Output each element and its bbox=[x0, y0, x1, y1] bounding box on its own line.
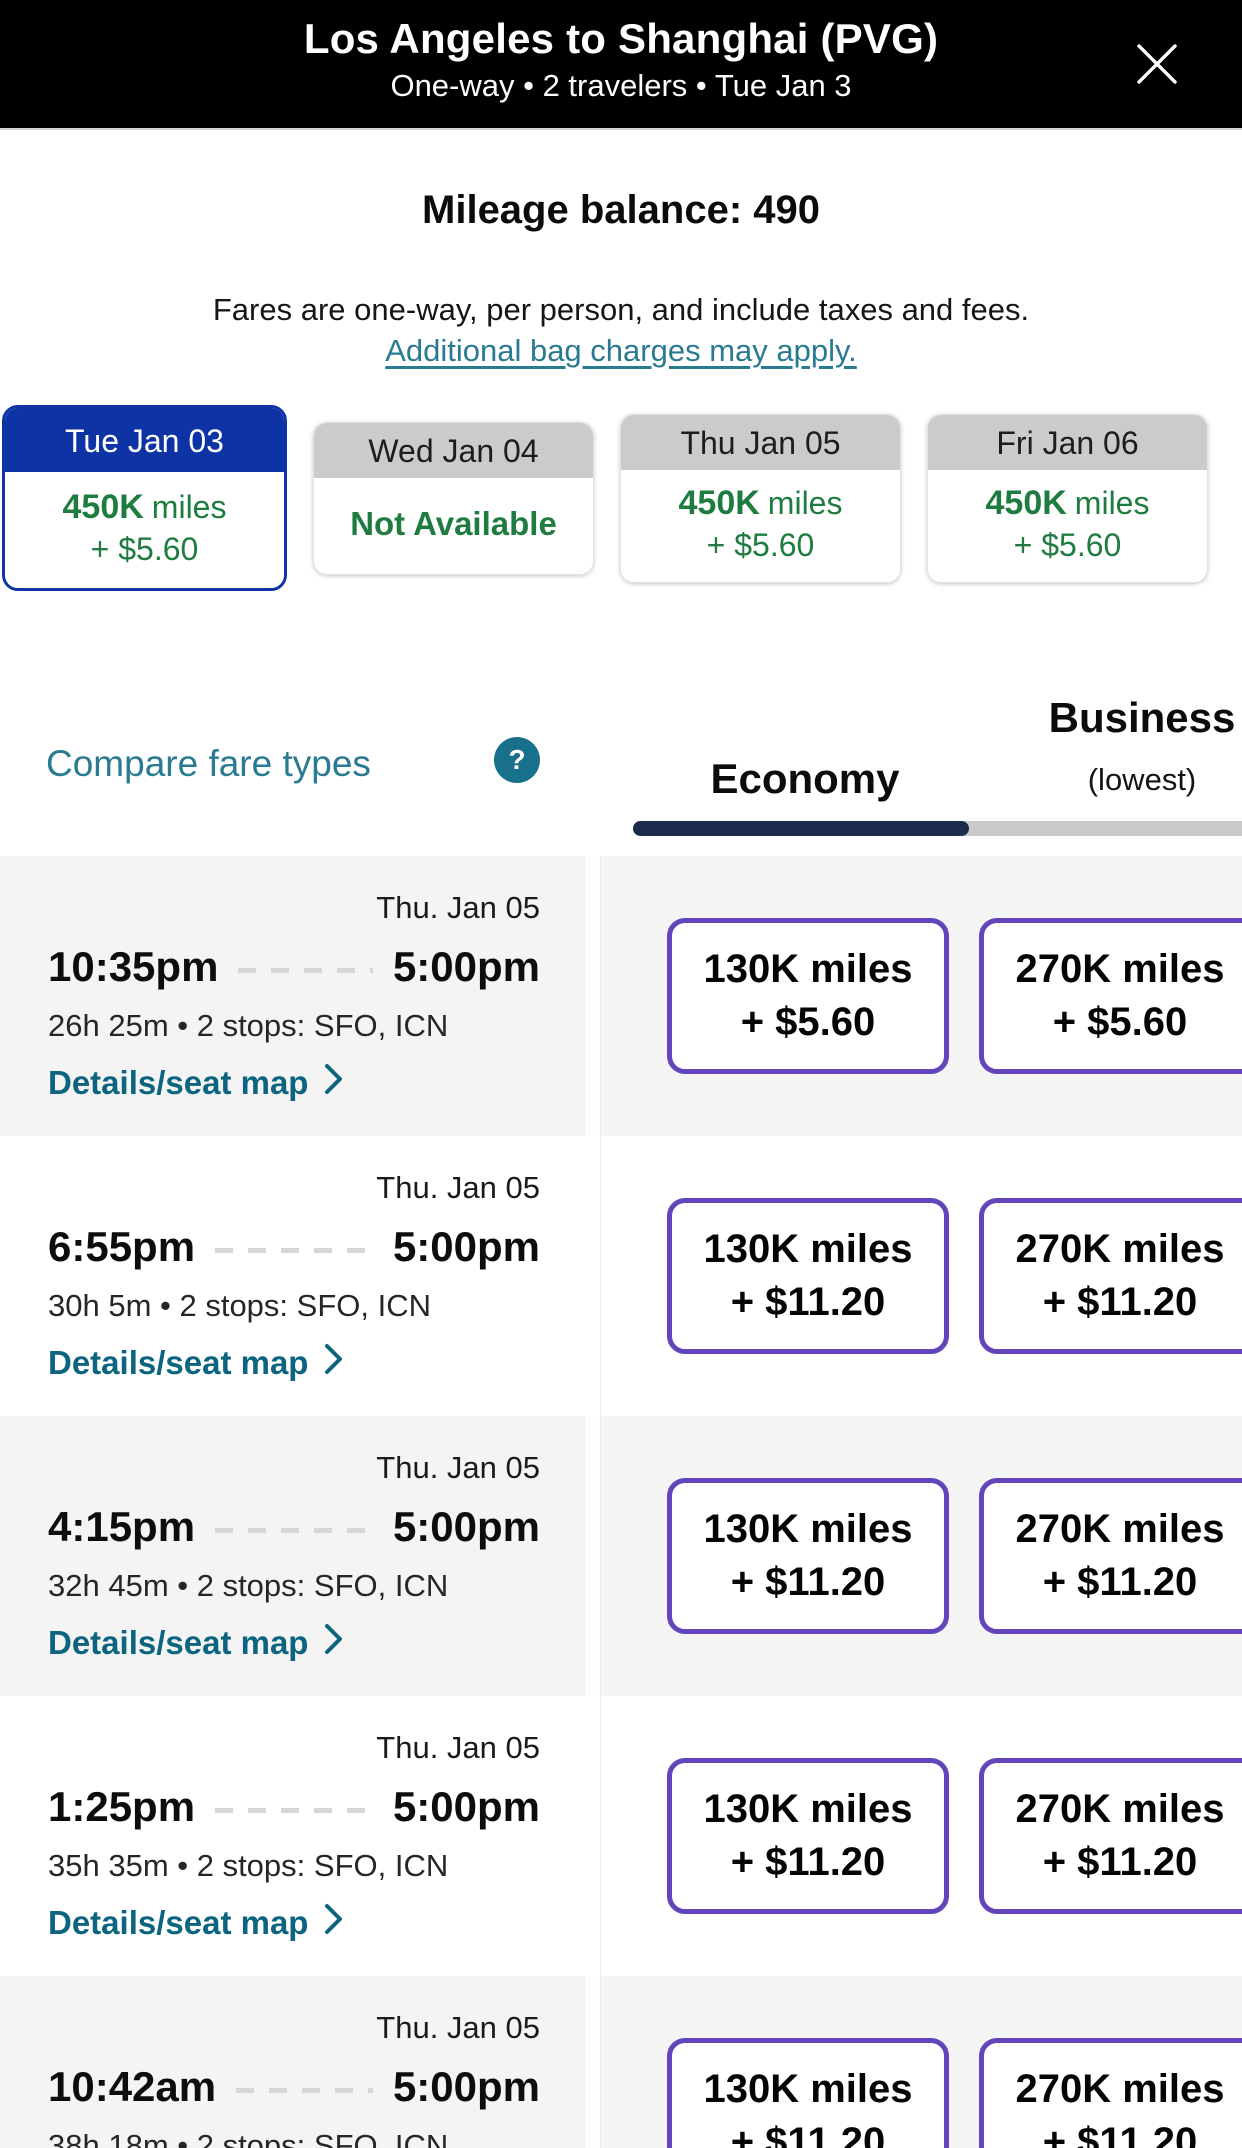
duration-stops: 26h 25m • 2 stops: SFO, ICN bbox=[48, 1008, 449, 1043]
compare-fare-types-label: Compare fare types bbox=[46, 743, 371, 784]
business-fare-button[interactable]: 270K miles + $5.60 bbox=[979, 918, 1242, 1074]
flight-row: Thu. Jan 05 1:25pm 5:00pm 35h 35m • 2 st… bbox=[0, 1696, 1242, 1976]
bag-charges-link[interactable]: Additional bag charges may apply. bbox=[385, 333, 857, 368]
flight-row: Thu. Jan 05 6:55pm 5:00pm 30h 5m • 2 sto… bbox=[0, 1136, 1242, 1416]
arrive-time: 5:00pm bbox=[392, 1223, 540, 1270]
business-fare-button[interactable]: 270K miles + $11.20 bbox=[979, 1478, 1242, 1634]
business-fare-button[interactable]: 270K miles + $11.20 bbox=[979, 2038, 1242, 2148]
column-indicator-selected bbox=[633, 821, 969, 836]
arrive-time: 5:00pm bbox=[392, 1783, 540, 1830]
flight-row: Thu. Jan 05 4:15pm 5:00pm 32h 45m • 2 st… bbox=[0, 1416, 1242, 1696]
details-seat-map-link[interactable]: Details/seat map bbox=[48, 1903, 344, 1943]
date-tab-label: Wed Jan 04 bbox=[314, 422, 593, 478]
business-fare-button[interactable]: 270K miles + $11.20 bbox=[979, 1758, 1242, 1914]
business-label: Business bbox=[1048, 694, 1236, 741]
mileage-balance: Mileage balance: 490 bbox=[422, 188, 820, 232]
economy-fare-button[interactable]: 130K miles + $11.20 bbox=[667, 1198, 949, 1354]
modal-header: Los Angeles to Shanghai (PVG) One-way • … bbox=[0, 0, 1242, 130]
column-header-business[interactable]: Business (lowest) bbox=[1012, 694, 1242, 834]
arrive-time: 5:00pm bbox=[392, 2063, 540, 2110]
date-tab-label: Thu Jan 05 bbox=[621, 414, 900, 470]
chevron-right-icon bbox=[324, 1623, 344, 1663]
chevron-right-icon bbox=[324, 1063, 344, 1103]
business-fare-button[interactable]: 270K miles + $11.20 bbox=[979, 1198, 1242, 1354]
details-seat-map-link[interactable]: Details/seat map bbox=[48, 1343, 344, 1383]
arrival-date: Thu. Jan 05 bbox=[376, 1450, 540, 1485]
route-dash-line bbox=[215, 1807, 373, 1813]
column-divider bbox=[585, 1696, 601, 1976]
column-indicator-track bbox=[633, 821, 1242, 836]
fare-type-header: Compare fare types ? Economy Business (l… bbox=[0, 591, 1242, 856]
date-tab-miles: 450K miles bbox=[985, 483, 1150, 522]
arrival-date: Thu. Jan 05 bbox=[376, 890, 540, 925]
flight-row: Thu. Jan 05 10:35pm 5:00pm 26h 25m • 2 s… bbox=[0, 856, 1242, 1136]
details-seat-map-link[interactable]: Details/seat map bbox=[48, 1063, 344, 1103]
date-tab-label: Fri Jan 06 bbox=[928, 414, 1207, 470]
arrival-date: Thu. Jan 05 bbox=[376, 1170, 540, 1205]
help-icon[interactable]: ? bbox=[494, 737, 540, 783]
column-divider bbox=[585, 1416, 601, 1696]
column-divider bbox=[585, 1976, 601, 2148]
flight-times: 10:42am 5:00pm bbox=[48, 2061, 540, 2113]
flight-row: Thu. Jan 05 10:42am 5:00pm 38h 18m • 2 s… bbox=[0, 1976, 1242, 2148]
economy-fare-button[interactable]: 130K miles + $5.60 bbox=[667, 918, 949, 1074]
date-tab-label: Tue Jan 03 bbox=[5, 408, 284, 472]
depart-time: 10:42am bbox=[48, 2063, 217, 2110]
route-dash-line bbox=[238, 967, 373, 973]
fare-note: Fares are one-way, per person, and inclu… bbox=[212, 292, 1030, 327]
date-tab-fee: + $5.60 bbox=[706, 526, 815, 563]
route-dash-line bbox=[215, 1247, 373, 1253]
date-tab-fee: + $5.60 bbox=[1013, 526, 1122, 563]
date-tab-status: Not Available bbox=[350, 504, 557, 542]
flight-times: 1:25pm 5:00pm bbox=[48, 1781, 540, 1833]
date-tab-tue-jan-03[interactable]: Tue Jan 03 450K miles + $5.60 bbox=[2, 405, 287, 591]
date-tab-wed-jan-04[interactable]: Wed Jan 04 Not Available bbox=[313, 421, 594, 575]
depart-time: 1:25pm bbox=[48, 1783, 196, 1830]
column-header-economy[interactable]: Economy bbox=[710, 755, 900, 802]
depart-time: 6:55pm bbox=[48, 1223, 196, 1270]
flight-times: 4:15pm 5:00pm bbox=[48, 1501, 540, 1553]
date-tab-thu-jan-05[interactable]: Thu Jan 05 450K miles + $5.60 bbox=[620, 413, 901, 583]
duration-stops: 30h 5m • 2 stops: SFO, ICN bbox=[48, 1288, 431, 1323]
date-tab-strip: Tue Jan 03 450K miles + $5.60 Wed Jan 04 … bbox=[0, 405, 1242, 591]
date-tab-fri-jan-06[interactable]: Fri Jan 06 450K miles + $5.60 bbox=[927, 413, 1208, 583]
close-button[interactable] bbox=[1132, 40, 1182, 90]
route-title: Los Angeles to Shanghai (PVG) bbox=[303, 15, 939, 62]
arrival-date: Thu. Jan 05 bbox=[376, 2010, 540, 2045]
flight-times: 6:55pm 5:00pm bbox=[48, 1221, 540, 1273]
route-dash-line bbox=[215, 1527, 373, 1533]
business-sublabel: (lowest) bbox=[1087, 762, 1197, 797]
chevron-right-icon bbox=[324, 1343, 344, 1383]
flight-times: 10:35pm 5:00pm bbox=[48, 941, 540, 993]
date-tab-fee: + $5.60 bbox=[90, 531, 199, 567]
date-tab-miles: 450K miles bbox=[62, 488, 227, 526]
duration-stops: 32h 45m • 2 stops: SFO, ICN bbox=[48, 1568, 449, 1603]
depart-time: 4:15pm bbox=[48, 1503, 196, 1550]
column-divider bbox=[585, 856, 601, 1136]
arrive-time: 5:00pm bbox=[392, 943, 540, 990]
details-seat-map-link[interactable]: Details/seat map bbox=[48, 1623, 344, 1663]
trip-summary: One-way • 2 travelers • Tue Jan 3 bbox=[390, 68, 852, 103]
chevron-right-icon bbox=[324, 1903, 344, 1943]
flight-list: Thu. Jan 05 10:35pm 5:00pm 26h 25m • 2 s… bbox=[0, 856, 1242, 2148]
duration-stops: 35h 35m • 2 stops: SFO, ICN bbox=[48, 1848, 449, 1883]
depart-time: 10:35pm bbox=[48, 943, 219, 990]
economy-fare-button[interactable]: 130K miles + $11.20 bbox=[667, 1478, 949, 1634]
date-tab-miles: 450K miles bbox=[678, 483, 843, 522]
close-icon bbox=[1134, 41, 1180, 90]
arrive-time: 5:00pm bbox=[392, 1503, 540, 1550]
economy-fare-button[interactable]: 130K miles + $11.20 bbox=[667, 1758, 949, 1914]
arrival-date: Thu. Jan 05 bbox=[376, 1730, 540, 1765]
route-dash-line bbox=[236, 2087, 373, 2093]
column-divider bbox=[585, 1136, 601, 1416]
economy-fare-button[interactable]: 130K miles + $11.20 bbox=[667, 2038, 949, 2148]
duration-stops: 38h 18m • 2 stops: SFO, ICN bbox=[48, 2128, 449, 2148]
